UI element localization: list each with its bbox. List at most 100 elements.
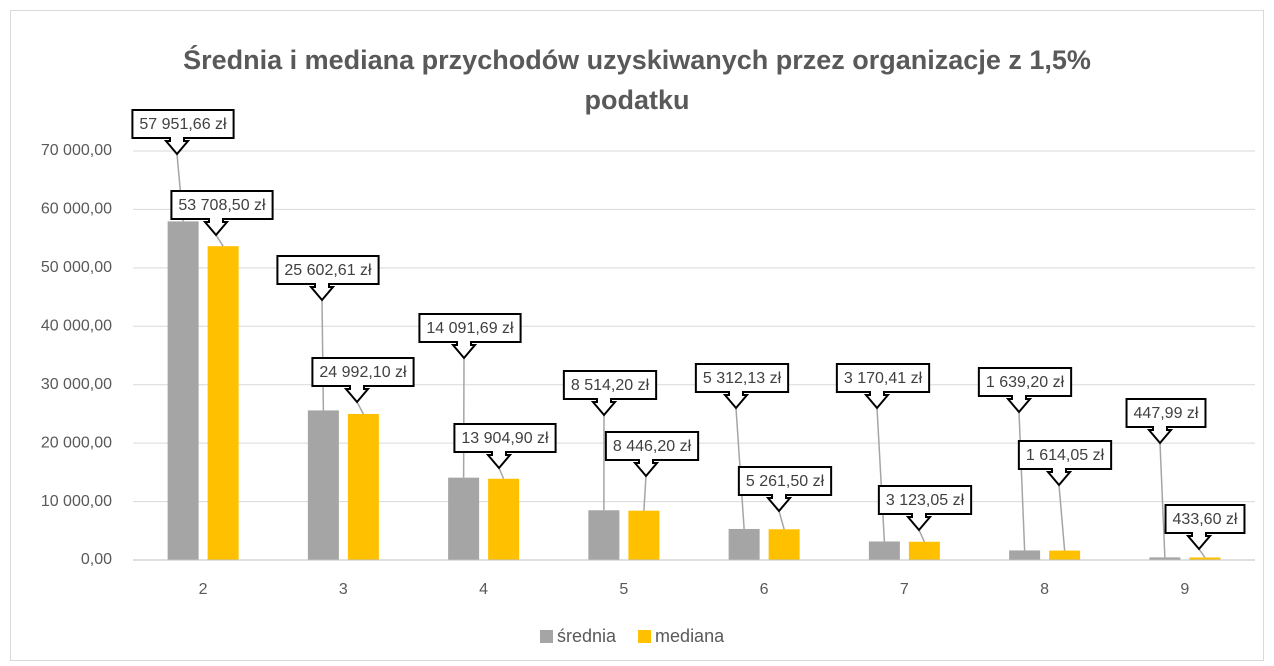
data-callout: 8 446,20 zł bbox=[604, 431, 700, 511]
data-label: 3 170,41 zł bbox=[844, 370, 923, 387]
bar bbox=[207, 246, 239, 560]
data-label: 24 992,10 zł bbox=[319, 364, 407, 381]
x-tick-label: 9 bbox=[1180, 581, 1189, 598]
x-tick-label: 2 bbox=[199, 581, 208, 598]
data-label: 25 602,61 zł bbox=[284, 262, 372, 279]
y-tick-label: 0,00 bbox=[81, 551, 112, 568]
callout-pointer bbox=[632, 460, 660, 478]
leader-line bbox=[1018, 411, 1026, 551]
callout-box bbox=[1017, 440, 1113, 470]
leader-line bbox=[1198, 548, 1206, 558]
data-label: 13 904,90 zł bbox=[461, 430, 549, 447]
callout-box bbox=[276, 255, 380, 285]
callout-box bbox=[418, 313, 522, 343]
callout-pointer bbox=[905, 514, 933, 532]
x-tick-label: 5 bbox=[619, 581, 628, 598]
data-callout: 1 614,05 zł bbox=[1017, 440, 1113, 551]
callout-pointer bbox=[1045, 469, 1073, 487]
callout-pointer bbox=[308, 284, 336, 302]
bar bbox=[1149, 557, 1181, 560]
callout-pointer bbox=[485, 452, 513, 470]
leader-line bbox=[918, 529, 926, 543]
data-label: 14 091,69 zł bbox=[426, 320, 514, 337]
callout-box bbox=[694, 363, 790, 393]
data-label: 1 639,20 zł bbox=[986, 374, 1065, 391]
data-callout: 24 992,10 zł bbox=[311, 357, 415, 415]
y-tick-label: 10 000,00 bbox=[41, 493, 112, 510]
chart-title: Średnia i mediana przychodów uzyskiwanyc… bbox=[183, 45, 1091, 115]
callout-pointer bbox=[343, 386, 371, 404]
callout-pointer bbox=[1005, 396, 1033, 414]
bar bbox=[1009, 550, 1041, 560]
callout-box bbox=[131, 109, 235, 139]
data-label: 3 123,05 zł bbox=[886, 492, 965, 509]
data-callout: 53 708,50 zł bbox=[170, 190, 274, 247]
data-callout: 8 514,20 zł bbox=[562, 370, 658, 511]
leader-line bbox=[321, 299, 325, 411]
data-label: 8 514,20 zł bbox=[571, 377, 650, 394]
callout-box bbox=[1125, 398, 1207, 428]
legend-swatch bbox=[638, 630, 652, 643]
bar bbox=[307, 410, 339, 560]
data-label: 5 261,50 zł bbox=[746, 473, 825, 490]
bar bbox=[1049, 550, 1081, 560]
bar bbox=[868, 541, 900, 560]
data-label: 57 951,66 zł bbox=[139, 116, 227, 133]
callout-pointer bbox=[1146, 427, 1174, 445]
callout-box bbox=[1164, 504, 1246, 534]
bar bbox=[488, 478, 520, 560]
callout-box bbox=[977, 367, 1073, 397]
data-label: 433,60 zł bbox=[1173, 511, 1238, 528]
y-tick-label: 40 000,00 bbox=[41, 318, 112, 335]
bar bbox=[347, 413, 379, 560]
data-callout: 14 091,69 zł bbox=[418, 313, 522, 478]
y-tick-label: 70 000,00 bbox=[41, 142, 112, 159]
data-callout: 447,99 zł bbox=[1125, 398, 1207, 558]
y-tick-label: 30 000,00 bbox=[41, 376, 112, 393]
callout-pointer bbox=[202, 219, 230, 237]
x-tick-label: 6 bbox=[760, 581, 769, 598]
bar bbox=[1189, 557, 1221, 560]
data-callout: 57 951,66 zł bbox=[131, 109, 235, 222]
leader-line bbox=[498, 467, 505, 480]
data-callout: 5 261,50 zł bbox=[737, 466, 833, 530]
leader-line bbox=[1159, 442, 1166, 558]
data-label: 5 312,13 zł bbox=[703, 370, 782, 387]
x-tick-label: 4 bbox=[479, 581, 488, 598]
data-label: 8 446,20 zł bbox=[613, 438, 692, 455]
bar bbox=[908, 541, 940, 560]
callout-box bbox=[311, 357, 415, 387]
callout-pointer bbox=[1185, 533, 1213, 551]
leader-line bbox=[643, 475, 647, 511]
leader-line bbox=[1058, 484, 1066, 551]
bar bbox=[588, 510, 620, 560]
bar bbox=[448, 477, 480, 560]
y-tick-label: 20 000,00 bbox=[41, 434, 112, 451]
callout-box bbox=[877, 485, 973, 515]
legend-label: średnia bbox=[557, 626, 617, 646]
data-callout: 3 123,05 zł bbox=[877, 485, 973, 543]
data-label: 1 614,05 zł bbox=[1026, 447, 1105, 464]
callout-pointer bbox=[765, 495, 793, 513]
callout-pointer bbox=[863, 392, 891, 410]
data-callout: 5 312,13 zł bbox=[694, 363, 790, 530]
bar bbox=[628, 510, 660, 560]
callout-pointer bbox=[450, 342, 478, 360]
leader-line bbox=[356, 401, 365, 415]
data-label: 53 708,50 zł bbox=[178, 197, 266, 214]
x-tick-label: 7 bbox=[900, 581, 909, 598]
y-tick-label: 60 000,00 bbox=[41, 201, 112, 218]
y-tick-label: 50 000,00 bbox=[41, 259, 112, 276]
data-callout: 3 170,41 zł bbox=[835, 363, 931, 542]
data-callout: 1 639,20 zł bbox=[977, 367, 1073, 551]
legend-label: mediana bbox=[655, 626, 725, 646]
callout-box bbox=[737, 466, 833, 496]
x-tick-label: 3 bbox=[339, 581, 348, 598]
leader-line bbox=[876, 407, 886, 542]
legend-swatch bbox=[540, 630, 553, 643]
data-callout: 25 602,61 zł bbox=[276, 255, 380, 411]
data-label: 447,99 zł bbox=[1134, 405, 1199, 422]
bar bbox=[768, 529, 800, 560]
